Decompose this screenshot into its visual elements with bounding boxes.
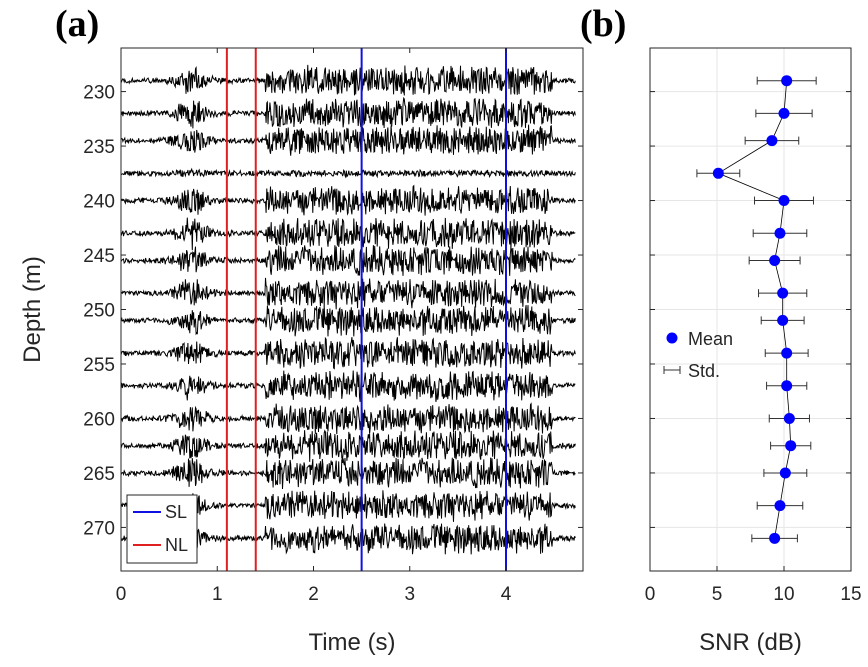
panel-b-legend: Mean Std. — [663, 329, 733, 381]
trace-9 — [120, 336, 576, 370]
mean-point — [781, 75, 793, 87]
window-lines — [225, 48, 507, 571]
mean-point — [769, 254, 781, 266]
trace-2 — [120, 124, 576, 156]
panel-b-ticks: 0 5 10 15 — [645, 91, 862, 605]
panel-b-label: (b) — [580, 3, 626, 45]
mean-point — [779, 467, 791, 479]
ytick-label: 230 — [83, 83, 115, 104]
panel-b-plot: 0 5 10 15 SNR (dB) Mean Std. — [645, 47, 862, 656]
ytick-label: 255 — [83, 355, 115, 376]
panel-b-xlabel: SNR (dB) — [699, 629, 802, 656]
xtick-label: 0 — [645, 584, 656, 605]
mean-point — [777, 287, 789, 299]
ytick-label: 250 — [83, 301, 115, 322]
xtick-label: 4 — [501, 584, 512, 605]
legend-mean-marker — [666, 332, 678, 344]
mean-point — [774, 500, 786, 512]
trace-13 — [120, 457, 576, 490]
mean-point — [778, 195, 790, 207]
mean-line — [717, 80, 792, 539]
panel-a-xlabel: Time (s) — [308, 629, 395, 656]
mean-point — [781, 347, 793, 359]
panel-a-legend: SL NL — [126, 494, 198, 564]
trace-8 — [120, 305, 576, 337]
panel-a-frame — [120, 47, 584, 572]
panel-a-ticks: 0 1 2 3 4 230 235 240 245 250 255 260 265 270 — [83, 48, 583, 605]
ytick-label: 245 — [83, 246, 115, 267]
panel-a-plot: 0 1 2 3 4 230 235 240 245 250 255 260 265 270 Time (s… — [19, 47, 584, 656]
trace-12 — [120, 429, 576, 462]
legend-box — [126, 494, 198, 564]
legend-label-mean: Mean — [688, 329, 733, 349]
mean-point — [777, 314, 789, 326]
trace-1 — [120, 96, 576, 129]
legend-label-sl: SL — [165, 502, 187, 522]
mean-point — [783, 412, 795, 424]
mean-point — [774, 227, 786, 239]
seismic-traces — [120, 64, 576, 555]
ytick-label: 240 — [83, 192, 115, 213]
mean-point — [766, 135, 778, 147]
panel-b-grid — [649, 48, 852, 571]
xtick-label: 5 — [712, 584, 723, 605]
mean-point — [785, 440, 797, 452]
trace-0 — [120, 64, 576, 96]
trace-5 — [120, 217, 576, 251]
legend-label-std: Std. — [688, 361, 720, 381]
snr-series — [696, 75, 817, 544]
legend-label-nl: NL — [165, 535, 188, 555]
ytick-label: 235 — [83, 137, 115, 158]
ytick-label: 260 — [83, 409, 115, 430]
xtick-label: 2 — [308, 584, 319, 605]
trace-4 — [120, 184, 576, 216]
mean-point — [769, 532, 781, 544]
ytick-label: 265 — [83, 464, 115, 485]
panel-a-label: (a) — [55, 3, 99, 45]
mean-point — [781, 380, 793, 392]
xtick-label: 0 — [116, 584, 127, 605]
trace-11 — [120, 402, 576, 435]
trace-10 — [120, 370, 576, 402]
xtick-label: 15 — [840, 584, 861, 605]
mean-point — [778, 107, 790, 119]
xtick-label: 1 — [212, 584, 223, 605]
trace-7 — [120, 277, 576, 310]
trace-3 — [120, 167, 576, 179]
panel-a-ylabel: Depth (m) — [19, 256, 46, 363]
mean-point — [712, 167, 724, 179]
trace-6 — [120, 245, 576, 276]
ytick-label: 270 — [83, 518, 115, 539]
xtick-label: 10 — [773, 584, 794, 605]
xtick-label: 3 — [404, 584, 415, 605]
